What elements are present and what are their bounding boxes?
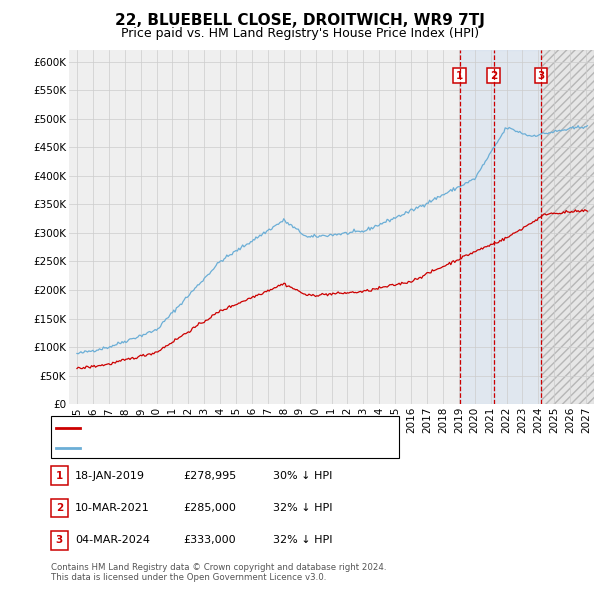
Text: 10-MAR-2021: 10-MAR-2021 [75, 503, 150, 513]
Text: £333,000: £333,000 [183, 536, 236, 545]
Text: 2: 2 [56, 503, 63, 513]
Bar [494, 50, 541, 404]
Text: HPI: Average price, detached house, Wychavon: HPI: Average price, detached house, Wych… [83, 443, 319, 453]
Text: 3: 3 [538, 71, 545, 81]
Text: 18-JAN-2019: 18-JAN-2019 [75, 471, 145, 480]
Text: 22, BLUEBELL CLOSE, DROITWICH, WR9 7TJ (detached house): 22, BLUEBELL CLOSE, DROITWICH, WR9 7TJ (… [83, 423, 390, 433]
Text: Contains HM Land Registry data © Crown copyright and database right 2024.
This d: Contains HM Land Registry data © Crown c… [51, 563, 386, 582]
Text: 1: 1 [456, 71, 463, 81]
Text: 22, BLUEBELL CLOSE, DROITWICH, WR9 7TJ: 22, BLUEBELL CLOSE, DROITWICH, WR9 7TJ [115, 13, 485, 28]
Bar [541, 50, 594, 404]
Bar [460, 50, 494, 404]
Text: Price paid vs. HM Land Registry's House Price Index (HPI): Price paid vs. HM Land Registry's House … [121, 27, 479, 40]
Text: 30% ↓ HPI: 30% ↓ HPI [273, 471, 332, 480]
Text: 3: 3 [56, 536, 63, 545]
Bar [541, 50, 594, 404]
Text: 1: 1 [56, 471, 63, 480]
Text: £285,000: £285,000 [183, 503, 236, 513]
Text: 32% ↓ HPI: 32% ↓ HPI [273, 536, 332, 545]
Text: 2: 2 [490, 71, 497, 81]
Text: 32% ↓ HPI: 32% ↓ HPI [273, 503, 332, 513]
Text: 04-MAR-2024: 04-MAR-2024 [75, 536, 150, 545]
Text: £278,995: £278,995 [183, 471, 236, 480]
